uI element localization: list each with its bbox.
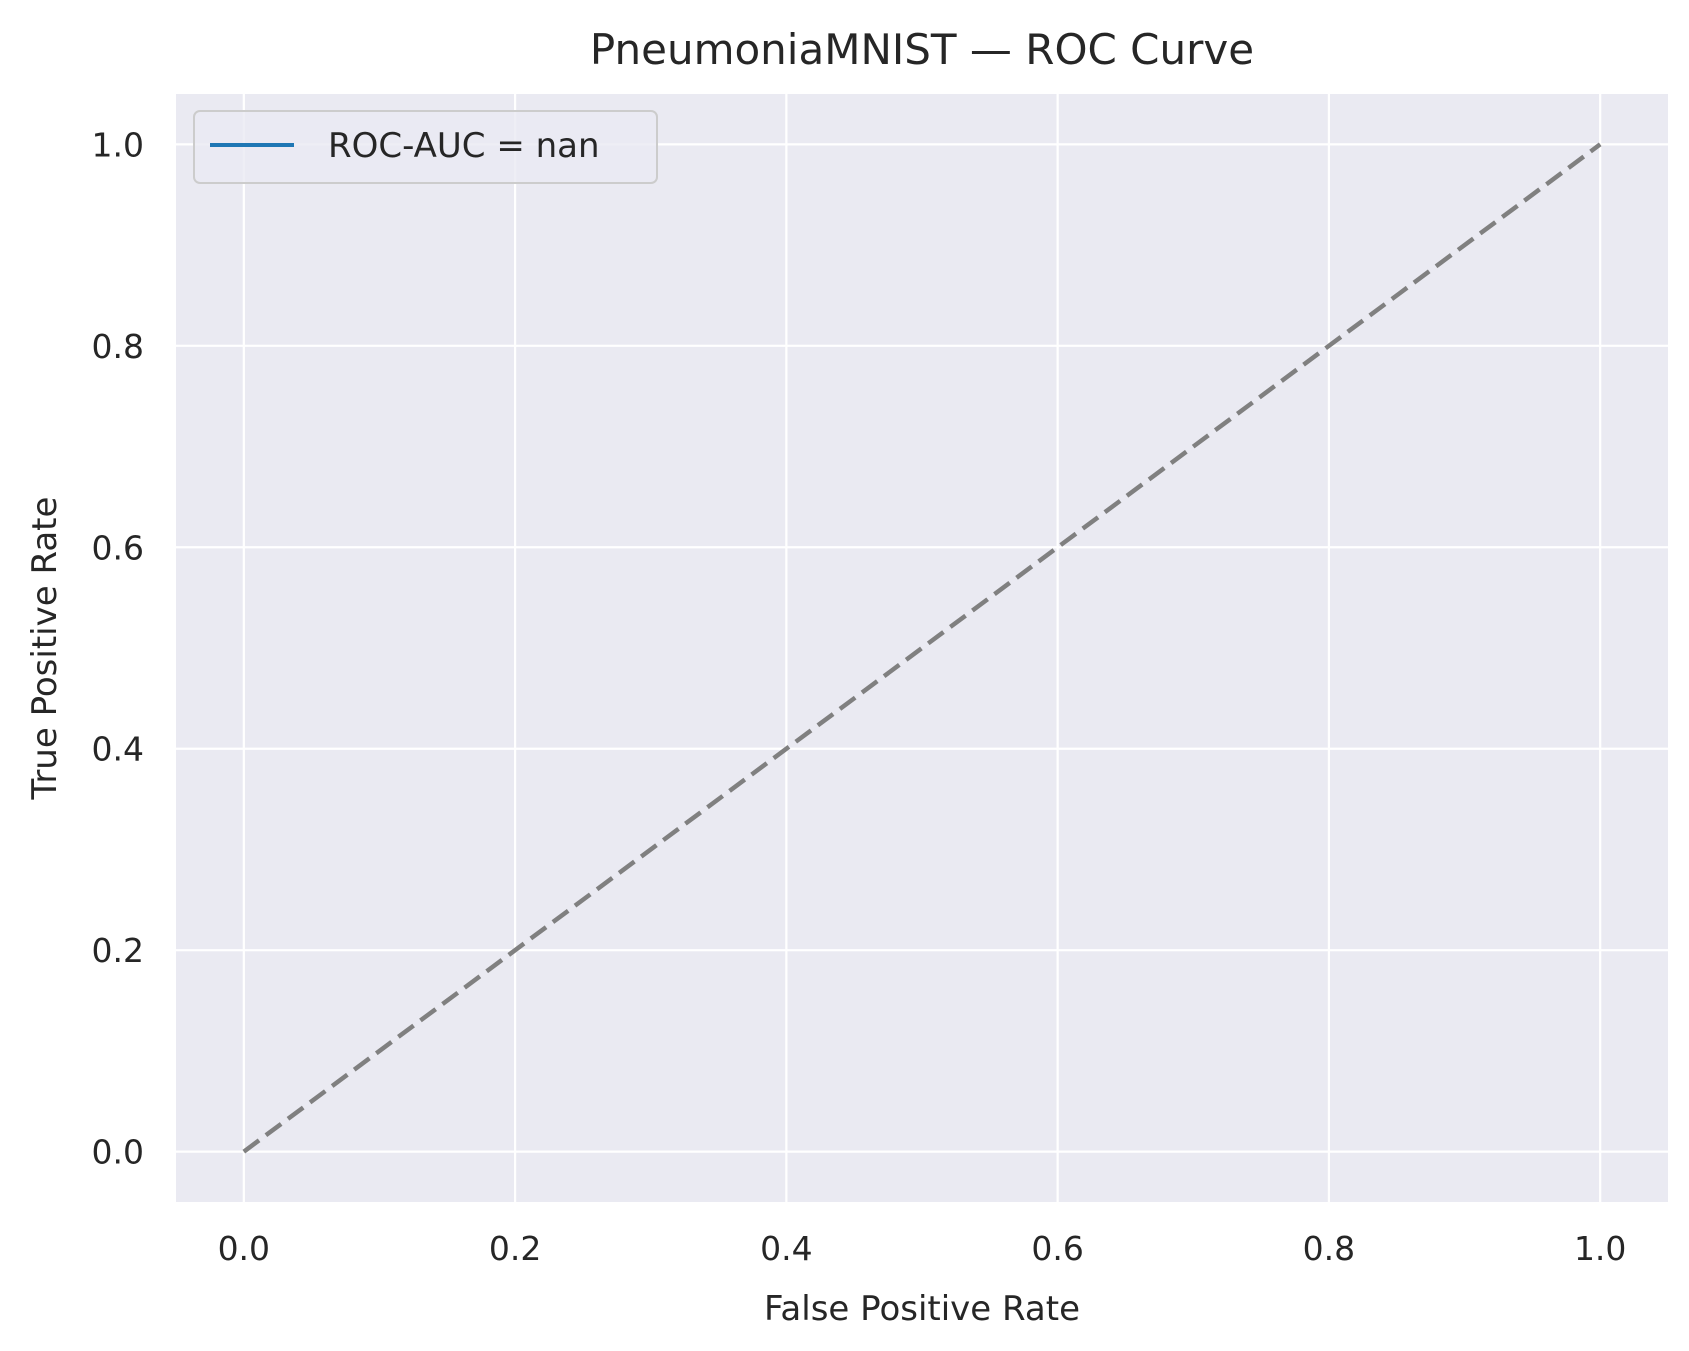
reference-diagonal-line xyxy=(242,142,1602,1154)
y-tick-label: 0.0 xyxy=(92,1133,144,1172)
legend: ROC-AUC = nan xyxy=(193,110,658,184)
legend-label-roc: ROC-AUC = nan xyxy=(328,126,600,166)
grid xyxy=(176,94,1668,1202)
y-tick-label: 0.6 xyxy=(92,528,144,567)
x-tick-label: 1.0 xyxy=(1574,1229,1626,1268)
x-tick-label: 0.8 xyxy=(1303,1229,1355,1268)
x-tick-label: 0.4 xyxy=(760,1229,812,1268)
chart-title: PneumoniaMNIST — ROC Curve xyxy=(590,25,1254,74)
legend-box xyxy=(193,110,658,184)
data-lines xyxy=(242,142,1602,1154)
y-tick-label: 1.0 xyxy=(92,125,144,164)
y-axis-label: True Positive Rate xyxy=(25,497,65,801)
x-tick-label: 0.6 xyxy=(1031,1229,1083,1268)
y-tick-label: 0.2 xyxy=(92,931,144,970)
x-axis-label: False Positive Rate xyxy=(764,1289,1080,1329)
x-axis-ticks: 0.0 0.2 0.4 0.6 0.8 1.0 xyxy=(218,1229,1627,1268)
y-tick-label: 0.8 xyxy=(92,327,144,366)
x-tick-label: 0.0 xyxy=(218,1229,270,1268)
y-tick-label: 0.4 xyxy=(92,730,144,769)
y-axis-ticks: 0.0 0.2 0.4 0.6 0.8 1.0 xyxy=(92,125,144,1171)
x-tick-label: 0.2 xyxy=(489,1229,541,1268)
